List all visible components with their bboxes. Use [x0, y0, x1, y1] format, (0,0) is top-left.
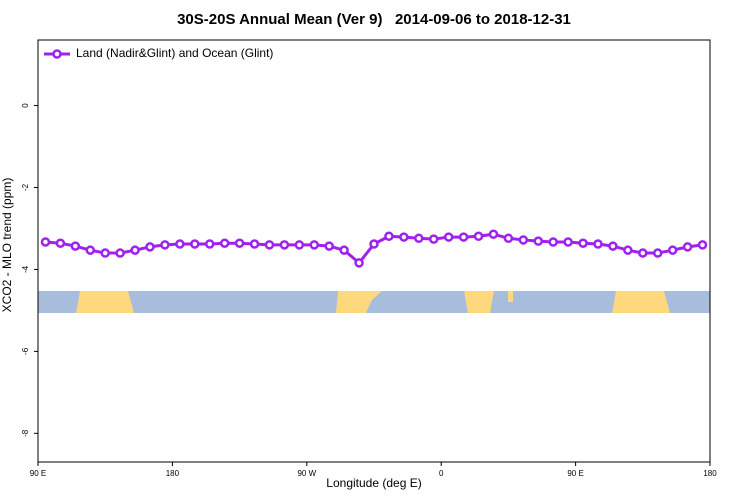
data-point — [697, 240, 708, 250]
land — [76, 291, 134, 313]
data-point — [175, 239, 185, 249]
data-point — [339, 245, 349, 255]
data-point — [682, 242, 693, 252]
legend-label: Land (Nadir&Glint) and Ocean (Glint) — [76, 46, 273, 60]
data-point — [249, 239, 260, 249]
data-point — [279, 240, 290, 250]
plot-frame — [37, 39, 711, 463]
data-point — [294, 240, 305, 250]
data-point — [458, 232, 469, 242]
y-axis-label: XCO2 - MLO trend (ppm) — [0, 178, 14, 313]
data-point — [473, 231, 484, 242]
land — [612, 291, 670, 313]
data-point — [55, 238, 66, 248]
data-point — [130, 245, 140, 255]
data-point — [533, 236, 544, 246]
y-tick-label: -2 — [21, 183, 30, 191]
data-point — [354, 258, 364, 268]
x-axis-label: Longitude (deg E) — [326, 476, 421, 490]
x-tick-label: 0 — [439, 469, 444, 478]
ocean — [38, 291, 710, 313]
x-tick-label: 90 E — [567, 469, 583, 478]
land — [508, 291, 513, 302]
data-point — [384, 231, 394, 242]
data-point — [190, 239, 200, 249]
chart-title: 30S-20S Annual Mean (Ver 9) 2014-09-06 t… — [177, 11, 571, 28]
x-tick-label: 90 W — [297, 469, 316, 478]
data-point — [503, 233, 514, 244]
legend-marker — [52, 49, 62, 59]
y-tick-label: -8 — [21, 429, 30, 437]
data-point — [428, 234, 439, 244]
data-point — [309, 240, 320, 250]
y-tick-label: -6 — [21, 347, 30, 355]
data-point — [160, 240, 170, 250]
data-point — [488, 229, 499, 239]
data-point — [638, 248, 648, 258]
data-point — [414, 233, 424, 244]
land — [464, 291, 494, 313]
data-point — [518, 235, 529, 245]
x-tick-label: 180 — [166, 469, 180, 478]
x-tick-label: 180 — [703, 469, 717, 478]
data-point — [204, 239, 215, 249]
data-point — [593, 239, 603, 249]
y-tick-label: -4 — [21, 265, 30, 273]
data-point — [667, 245, 678, 255]
data-point — [145, 242, 155, 252]
data-point — [234, 238, 245, 248]
data-point — [608, 241, 618, 251]
data-point — [70, 241, 81, 251]
x-tick-label: 90 E — [30, 469, 46, 478]
data-point — [548, 237, 558, 247]
data-point — [100, 248, 110, 258]
data-point — [399, 232, 409, 242]
data-point — [443, 232, 454, 242]
data-point — [369, 239, 379, 249]
data-point — [115, 248, 125, 258]
map-band — [38, 291, 710, 313]
data-point — [40, 237, 51, 247]
data-point — [85, 245, 96, 255]
data-point — [219, 238, 230, 248]
data-point — [623, 245, 633, 255]
data-point — [578, 238, 588, 248]
land — [336, 291, 382, 313]
data-point — [324, 241, 334, 251]
data-point — [652, 248, 663, 258]
data-point — [264, 240, 275, 250]
data-point — [563, 237, 573, 247]
y-tick-label: 0 — [21, 103, 30, 108]
